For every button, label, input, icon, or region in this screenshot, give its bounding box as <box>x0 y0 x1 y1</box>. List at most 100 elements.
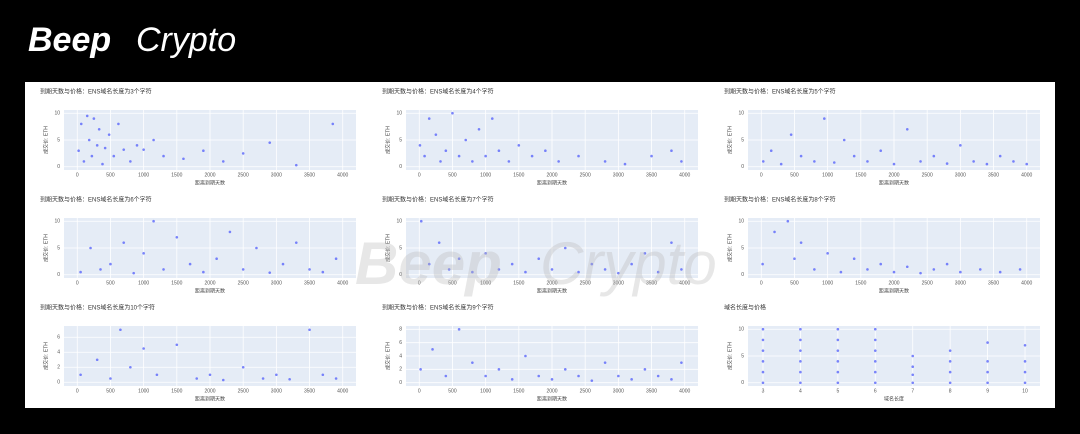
x-tick-label: 4000 <box>679 388 690 394</box>
point <box>603 361 607 364</box>
point <box>630 378 633 381</box>
point <box>842 138 846 142</box>
point <box>202 149 205 153</box>
point <box>419 368 422 371</box>
point <box>457 257 461 261</box>
x-tick-label: 4000 <box>1021 280 1032 286</box>
point <box>911 381 915 385</box>
point <box>524 270 527 274</box>
point <box>836 370 840 374</box>
point <box>510 378 514 381</box>
point <box>836 349 840 352</box>
point <box>152 219 155 223</box>
point <box>799 349 802 352</box>
point <box>656 270 660 274</box>
point <box>517 144 521 147</box>
point <box>986 370 989 374</box>
point <box>873 327 877 331</box>
point <box>101 162 104 166</box>
y-tick-label: 5 <box>57 245 60 251</box>
point <box>427 117 431 120</box>
logo-light: Crypto <box>136 21 236 59</box>
point <box>779 162 783 166</box>
point <box>836 360 840 363</box>
x-tick-label: 3500 <box>304 172 315 178</box>
y-tick-label: 0 <box>741 272 744 278</box>
point <box>418 144 422 147</box>
point <box>670 149 673 153</box>
point <box>590 262 594 266</box>
point <box>799 241 803 244</box>
y-axis-label: 成交价: ETH <box>384 342 391 370</box>
point <box>129 365 132 369</box>
x-tick-label: 1000 <box>138 280 149 286</box>
point <box>321 270 325 274</box>
point <box>911 373 915 377</box>
point <box>986 360 989 363</box>
x-tick-label: 4000 <box>679 172 690 178</box>
x-tick-label: 2500 <box>922 280 933 286</box>
point <box>447 268 451 271</box>
y-axis-label: 成交价: ETH <box>726 234 733 262</box>
x-tick-label: 2500 <box>580 280 591 286</box>
point <box>471 361 474 364</box>
x-tick-label: 4000 <box>337 388 348 394</box>
x-axis-label: 距离到期天数 <box>195 395 225 402</box>
point <box>836 381 840 385</box>
point <box>90 154 94 158</box>
y-axis-label: 成交价: ETH <box>726 126 733 154</box>
point <box>288 377 291 381</box>
y-axis-label: 成交价: ETH <box>384 126 391 154</box>
x-tick-label: 500 <box>448 280 457 286</box>
point <box>670 241 673 244</box>
point <box>490 117 494 120</box>
point <box>799 381 802 385</box>
point <box>241 152 245 155</box>
point <box>557 160 560 163</box>
point <box>986 341 989 344</box>
x-tick-label: 500 <box>106 388 115 394</box>
point <box>761 160 765 163</box>
chart-title: 到期天数与价格：ENS域名长度为6个字符 <box>40 196 152 204</box>
point <box>948 370 952 374</box>
watermark-bold: Beep <box>355 230 502 297</box>
x-tick-label: 2500 <box>580 388 591 394</box>
point <box>919 160 922 163</box>
point <box>1018 268 1022 271</box>
point <box>202 270 205 274</box>
point <box>945 162 949 165</box>
x-tick-label: 8 <box>949 388 952 394</box>
point <box>873 338 877 342</box>
point <box>769 149 773 153</box>
x-tick-label: 0 <box>760 172 763 178</box>
point <box>221 160 225 163</box>
point <box>643 368 647 371</box>
point <box>680 268 683 271</box>
point <box>945 262 949 266</box>
point <box>959 270 962 274</box>
x-tick-label: 1500 <box>171 172 182 178</box>
point <box>331 122 335 126</box>
point <box>948 360 952 363</box>
x-tick-label: 3000 <box>955 280 966 286</box>
y-tick-label: 10 <box>54 111 60 117</box>
point <box>836 338 840 342</box>
point <box>484 252 487 255</box>
point <box>1023 343 1027 347</box>
x-tick-label: 0 <box>418 172 421 178</box>
point <box>892 162 896 166</box>
point <box>986 381 989 385</box>
point <box>79 373 82 377</box>
y-tick-label: 8 <box>399 327 402 333</box>
point <box>497 368 501 371</box>
point <box>537 257 541 261</box>
point <box>905 127 909 131</box>
point <box>241 268 245 271</box>
point <box>852 154 856 158</box>
y-tick-label: 5 <box>57 137 60 143</box>
point <box>334 257 338 261</box>
point <box>998 270 1002 274</box>
y-axis-label: 成交价: ETH <box>42 126 49 154</box>
point <box>544 149 547 153</box>
x-tick-label: 2000 <box>546 388 557 394</box>
